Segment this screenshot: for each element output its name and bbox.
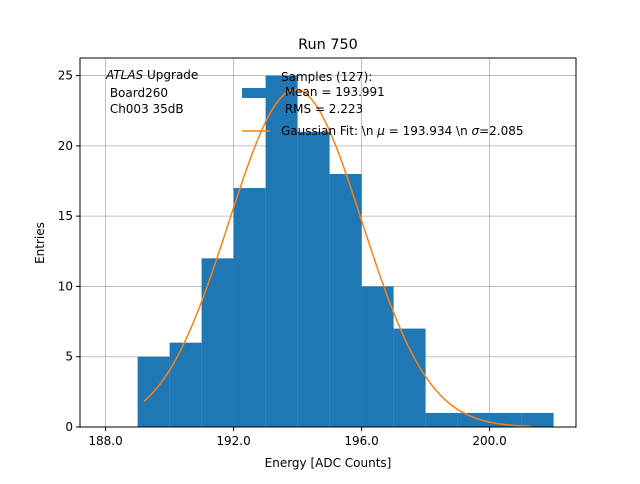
x-tick-label: 200.0 bbox=[472, 434, 506, 448]
histogram-bar bbox=[425, 412, 458, 427]
histogram-bars bbox=[137, 75, 554, 428]
legend-samples-line1: Samples (127): bbox=[281, 70, 372, 84]
histogram-bar bbox=[169, 342, 202, 427]
legend-fit-middle: = 193.934 \n bbox=[385, 124, 472, 138]
x-tick-label: 196.0 bbox=[344, 434, 378, 448]
x-tick-label: 188.0 bbox=[88, 434, 122, 448]
plot-frame bbox=[79, 57, 577, 428]
legend-fit-mu: μ bbox=[376, 124, 385, 138]
x-axis-label: Energy [ADC Counts] bbox=[265, 456, 392, 470]
legend-fit-sigma: σ bbox=[472, 124, 480, 138]
y-tick-label: 20 bbox=[58, 139, 73, 153]
y-tick-label: 25 bbox=[58, 69, 73, 83]
histogram-bar bbox=[393, 328, 426, 427]
axes-layer bbox=[79, 57, 577, 428]
gaussian-fit-line bbox=[143, 88, 532, 428]
histogram-bar bbox=[297, 131, 330, 428]
legend-samples-swatch bbox=[242, 88, 270, 98]
atlas-annotation: ATLAS Upgrade Board260 Ch003 35dB bbox=[105, 68, 198, 116]
legend-samples-line3: RMS = 2.223 bbox=[281, 102, 363, 116]
y-tick-label: 10 bbox=[58, 279, 73, 293]
x-axis-ticks: 188.0 192.0 196.0 200.0 bbox=[88, 427, 507, 448]
y-tick-label: 5 bbox=[65, 350, 73, 364]
x-tick-label: 192.0 bbox=[216, 434, 250, 448]
histogram-bar bbox=[361, 286, 394, 427]
atlas-annotation-line1: ATLAS Upgrade bbox=[105, 68, 198, 82]
chart-title: Run 750 bbox=[298, 37, 358, 53]
histogram-bar bbox=[521, 412, 554, 427]
channel-label: Ch003 35dB bbox=[106, 102, 184, 116]
y-tick-label: 0 bbox=[65, 420, 73, 434]
y-axis-ticks: 0 5 10 15 20 25 bbox=[58, 69, 80, 434]
histogram-bar bbox=[265, 75, 298, 428]
y-tick-label: 15 bbox=[58, 209, 73, 223]
upgrade-label: Upgrade bbox=[143, 68, 198, 82]
atlas-label: ATLAS bbox=[105, 68, 144, 82]
histogram-bar bbox=[457, 412, 490, 427]
legend-fit-suffix: =2.085 bbox=[479, 124, 523, 138]
legend: Samples (127): Mean = 193.991 RMS = 2.22… bbox=[242, 70, 524, 138]
histogram-bar bbox=[201, 258, 234, 427]
histogram-bar bbox=[233, 188, 266, 427]
legend-samples-line2: Mean = 193.991 bbox=[281, 85, 385, 99]
y-axis-label: Entries bbox=[33, 222, 47, 264]
histogram-bar bbox=[329, 173, 362, 427]
board-label: Board260 bbox=[106, 86, 168, 100]
legend-fit-label: Gaussian Fit: \n μ = 193.934 \n σ=2.085 bbox=[281, 124, 524, 138]
legend-fit-prefix: Gaussian Fit: \n bbox=[281, 124, 377, 138]
